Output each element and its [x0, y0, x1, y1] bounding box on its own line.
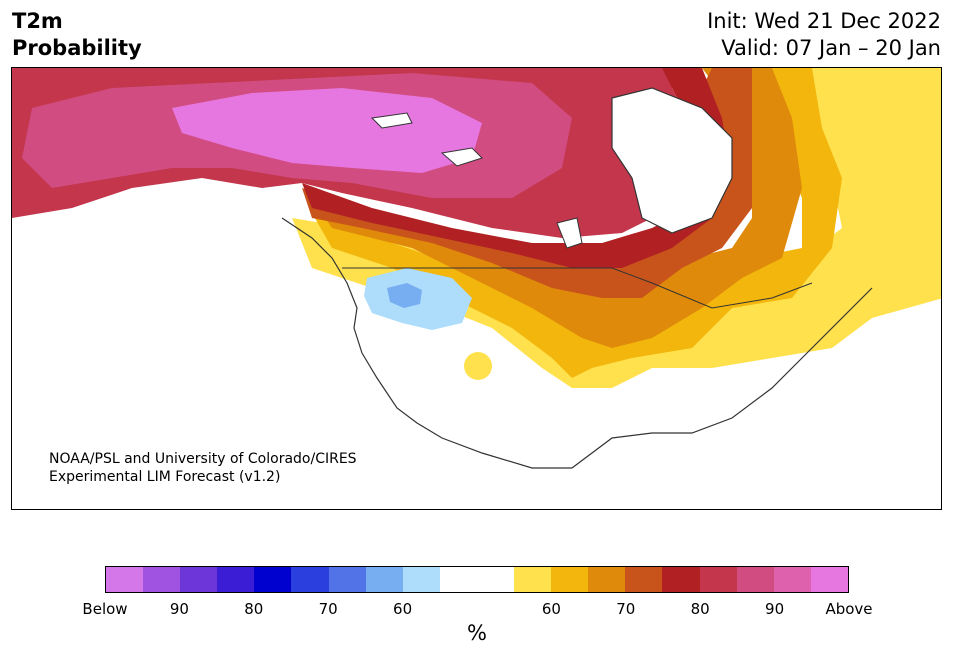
colorbar-segment [662, 567, 700, 592]
credit-line-2: Experimental LIM Forecast (v1.2) [49, 469, 281, 485]
region-pacific-northwest-below-70 [387, 283, 422, 308]
colorbar-segment [106, 567, 144, 592]
colorbar-segment [402, 567, 440, 592]
colorbar-tick-label: 70 [318, 600, 338, 618]
colorbar [105, 566, 849, 593]
coastline-west [281, 217, 572, 469]
colorbar-tick-label: 60 [393, 600, 413, 618]
great-lake-2 [370, 112, 413, 129]
colorbar-segment [588, 567, 626, 592]
colorbar-segment [699, 567, 737, 592]
map-title: T2m Probability [12, 8, 142, 62]
title-variable: T2m [12, 9, 63, 33]
colorbar-tick-label: 60 [541, 600, 561, 618]
init-date: Init: Wed 21 Dec 2022 [707, 9, 941, 33]
credit-line-1: NOAA/PSL and University of Colorado/CIRE… [49, 451, 357, 467]
coastline-gulf [571, 287, 873, 469]
colorbar-segment [291, 567, 329, 592]
region-utah-above-55 [464, 352, 492, 380]
colorbar-segment [810, 567, 848, 592]
colorbar-segment [439, 567, 477, 592]
map-panel: NOAA/PSL and University of Colorado/CIRE… [11, 67, 942, 510]
colorbar-tick-label: 90 [765, 600, 785, 618]
colorbar-segment [736, 567, 774, 592]
colorbar-segment [625, 567, 663, 592]
region-western-canada-above-95 [172, 88, 482, 173]
colorbar-segment [773, 567, 811, 592]
title-type: Probability [12, 36, 142, 60]
colorbar-segment [143, 567, 181, 592]
forecast-dates: Init: Wed 21 Dec 2022 Valid: 07 Jan – 20… [707, 8, 941, 62]
colorbar-segment [328, 567, 366, 592]
colorbar-segment [254, 567, 292, 592]
us-canada-border [342, 267, 813, 309]
colorbar-segment [180, 567, 218, 592]
colorbar-tick-label: 80 [244, 600, 264, 618]
colorbar-segment [514, 567, 552, 592]
region-hudson-bay-east-above-80 [302, 68, 732, 268]
probability-map [12, 68, 941, 509]
colorbar-tick-label: 90 [169, 600, 189, 618]
great-lake-3 [556, 217, 583, 249]
colorbar-tick-label: Above [825, 600, 873, 618]
colorbar-segment [365, 567, 403, 592]
colorbar-tick-label: 80 [690, 600, 710, 618]
colorbar-tick-label: 70 [616, 600, 636, 618]
credit-text: NOAA/PSL and University of Colorado/CIRE… [49, 450, 357, 486]
colorbar-tick-label: Below [82, 600, 128, 618]
colorbar-segment [217, 567, 255, 592]
region-great-lakes-above-65 [312, 68, 802, 348]
great-lake-1 [440, 147, 483, 167]
colorbar-segment [476, 567, 515, 592]
colorbar-unit: % [467, 621, 487, 645]
valid-range: Valid: 07 Jan – 20 Jan [721, 36, 941, 60]
colorbar-segment [551, 567, 589, 592]
hudson-bay [611, 87, 733, 234]
